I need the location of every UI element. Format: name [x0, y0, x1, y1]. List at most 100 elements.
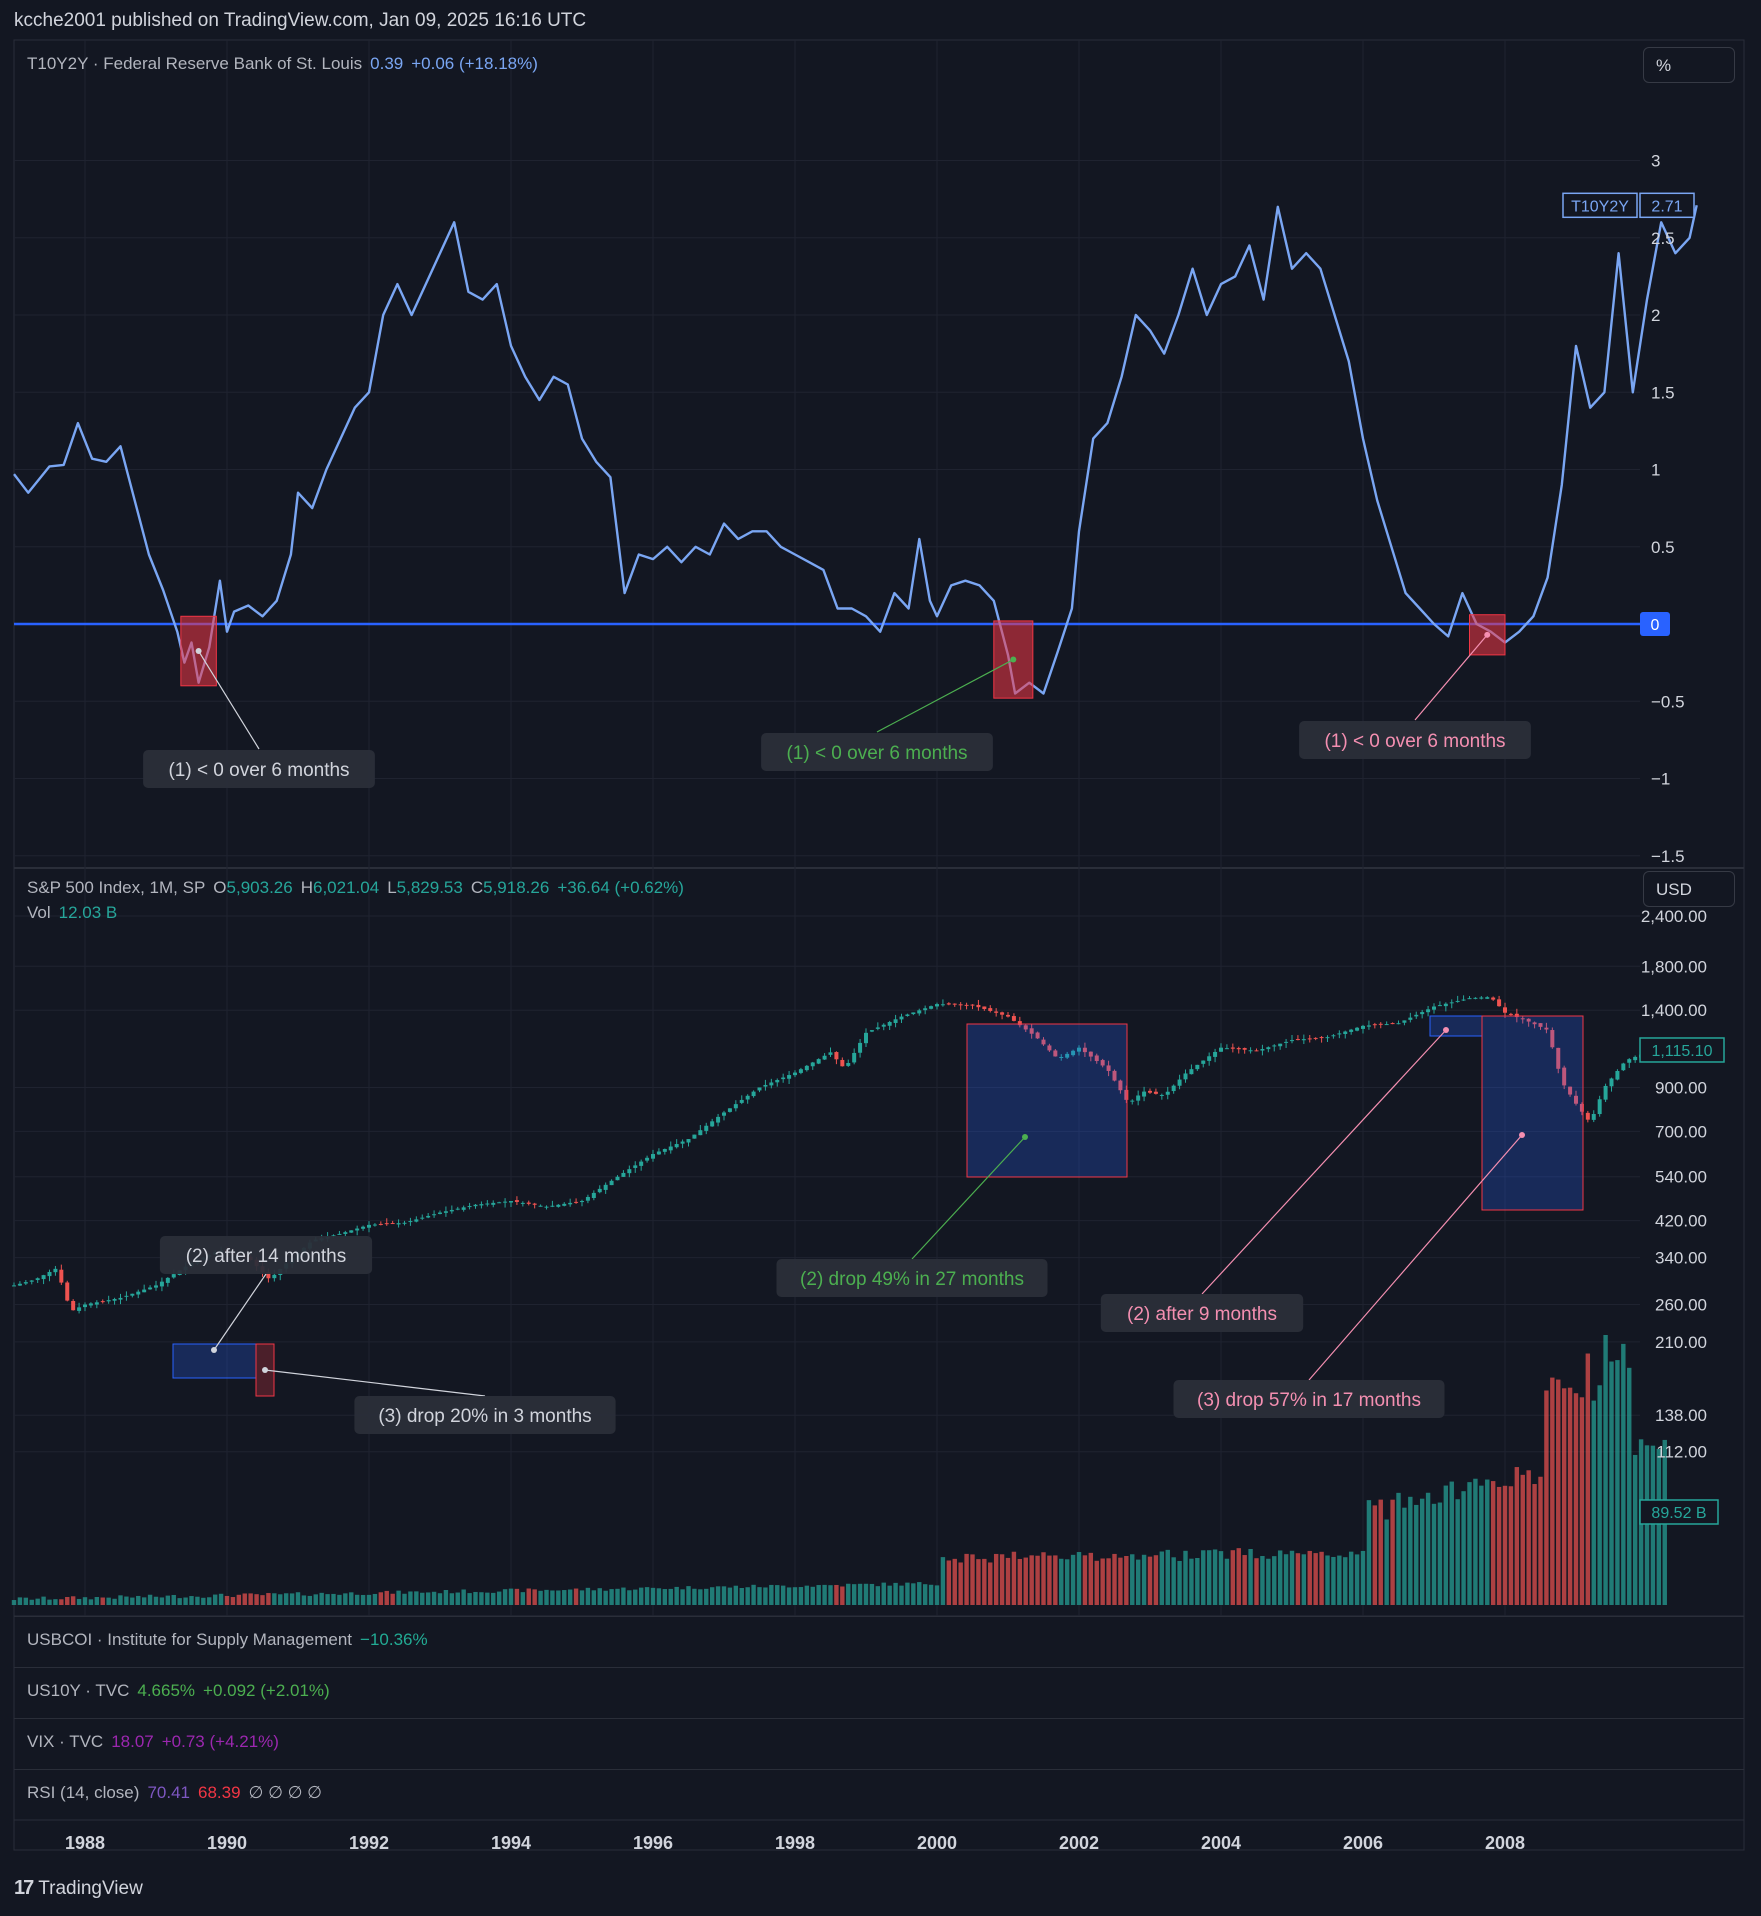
candle-body — [1236, 1048, 1241, 1050]
volume-bar — [609, 1589, 614, 1605]
volume-bar — [437, 1593, 443, 1605]
tradingview-logo[interactable]: 17 TradingView — [14, 1877, 143, 1899]
volume-bar — [1337, 1555, 1342, 1605]
candle-body — [1503, 1007, 1507, 1013]
candle-body — [804, 1065, 809, 1071]
candle-body — [154, 1285, 158, 1288]
main-annotation-label: (3) drop 57% in 17 months — [1197, 1390, 1421, 1411]
candle-body — [651, 1154, 655, 1159]
pane-value: −10.36% — [360, 1630, 428, 1649]
volume-bar — [473, 1591, 478, 1605]
volume-bar — [982, 1558, 987, 1605]
volume-bar — [1307, 1550, 1312, 1605]
volume-bar — [414, 1591, 419, 1605]
candle-body — [739, 1099, 744, 1103]
top-symbol[interactable]: T10Y2Y · Federal Reserve Bank of St. Lou… — [27, 54, 363, 73]
collapsed-pane-row[interactable]: US10Y · TVC 4.665% +0.092 (+2.01%) — [14, 1667, 1744, 1718]
candle-body — [1142, 1091, 1147, 1097]
volume-bar — [1159, 1551, 1165, 1605]
volume-bar — [41, 1596, 46, 1605]
volume-bar — [508, 1588, 514, 1605]
volume-bar — [1425, 1492, 1431, 1605]
top-unit-button[interactable]: % — [1643, 47, 1735, 83]
collapsed-pane-row[interactable]: USBCOI · Institute for Supply Management… — [14, 1616, 1744, 1667]
volume-bar — [686, 1586, 691, 1605]
candle-body — [793, 1072, 797, 1076]
axes-layer: 1988 1990 1992 1994 1996 1998 2000 2002 2004 2006… — [65, 152, 1725, 1853]
volume-bar — [242, 1593, 247, 1605]
candle-body — [1520, 1018, 1525, 1020]
candle-body — [798, 1069, 803, 1073]
candle-body — [538, 1205, 543, 1207]
candle-body — [1585, 1112, 1590, 1120]
main-unit-button[interactable]: USD — [1643, 871, 1735, 907]
volume-bar — [526, 1588, 531, 1605]
candle-body — [952, 1003, 957, 1005]
volume-bar — [881, 1582, 886, 1605]
candle-body — [550, 1205, 555, 1207]
volume-bar — [668, 1588, 673, 1605]
volume-bar — [171, 1594, 176, 1605]
volume-bar — [840, 1586, 845, 1605]
annotation-connector — [264, 1369, 486, 1397]
top-y-tick-label: −0.5 — [1651, 692, 1685, 711]
volume-bar — [899, 1585, 904, 1605]
main-annotation-label-box — [354, 1396, 616, 1434]
candle-body — [532, 1203, 537, 1205]
candle-body — [1284, 1041, 1289, 1043]
candle-body — [1000, 1012, 1005, 1015]
volume-bar — [851, 1584, 857, 1605]
candle-body — [1230, 1047, 1235, 1049]
volume-bar — [1118, 1557, 1123, 1605]
candle-body — [1609, 1078, 1614, 1087]
volume-bar — [1390, 1499, 1395, 1605]
candle-body — [1627, 1059, 1632, 1063]
main-symbol[interactable]: S&P 500 Index, 1M, SP — [27, 878, 206, 897]
candle-body — [159, 1281, 164, 1287]
main-annotation-label-box — [1173, 1380, 1445, 1418]
volume-bar — [396, 1590, 401, 1605]
volume-bar — [100, 1597, 105, 1605]
pane-value: 4.665% — [137, 1681, 196, 1700]
volume-bar — [798, 1587, 804, 1605]
candle-body — [887, 1021, 892, 1026]
candle-body — [355, 1228, 360, 1231]
volume-bar — [159, 1597, 165, 1605]
collapsed-pane-row[interactable]: VIX · TVC 18.07 +0.73 (+4.21%) — [14, 1718, 1744, 1769]
candle-body — [1023, 1025, 1028, 1030]
volume-bar — [751, 1584, 756, 1605]
candle-body — [710, 1121, 715, 1127]
volume-bar — [212, 1594, 218, 1605]
volume-bar — [70, 1596, 76, 1605]
candle-body — [656, 1151, 661, 1155]
candle-body — [372, 1224, 377, 1226]
candle-body — [1088, 1051, 1093, 1057]
candle-body — [810, 1062, 815, 1067]
volume-bar — [1289, 1550, 1295, 1605]
candle-body — [639, 1161, 644, 1166]
volume-bar — [970, 1554, 975, 1605]
volume-bar — [1029, 1555, 1034, 1605]
volume-bar — [76, 1598, 82, 1605]
sp500-pane — [11, 995, 1667, 1605]
volume-bar — [455, 1592, 460, 1605]
volume-bar — [183, 1597, 188, 1605]
volume-bar — [1502, 1485, 1508, 1605]
volume-bar — [1124, 1555, 1129, 1605]
main-y-tick-label: 138.00 — [1655, 1406, 1707, 1425]
volume-bar — [496, 1591, 502, 1605]
collapsed-pane-row[interactable]: RSI (14, close) 70.41 68.39 ∅ ∅ ∅ ∅ — [14, 1769, 1744, 1820]
candle-body — [266, 1272, 271, 1279]
candle-body — [994, 1011, 999, 1013]
candle-body — [165, 1277, 170, 1283]
candle-body — [1035, 1032, 1040, 1039]
candle-body — [893, 1019, 898, 1024]
volume-bar — [1467, 1482, 1472, 1605]
candle-body — [574, 1201, 579, 1203]
candle-body — [881, 1024, 886, 1027]
candle-body — [1597, 1099, 1602, 1115]
candle-body — [698, 1130, 703, 1136]
candle-body — [408, 1221, 413, 1223]
volume-bar — [709, 1587, 715, 1605]
candle-body — [1248, 1050, 1253, 1052]
